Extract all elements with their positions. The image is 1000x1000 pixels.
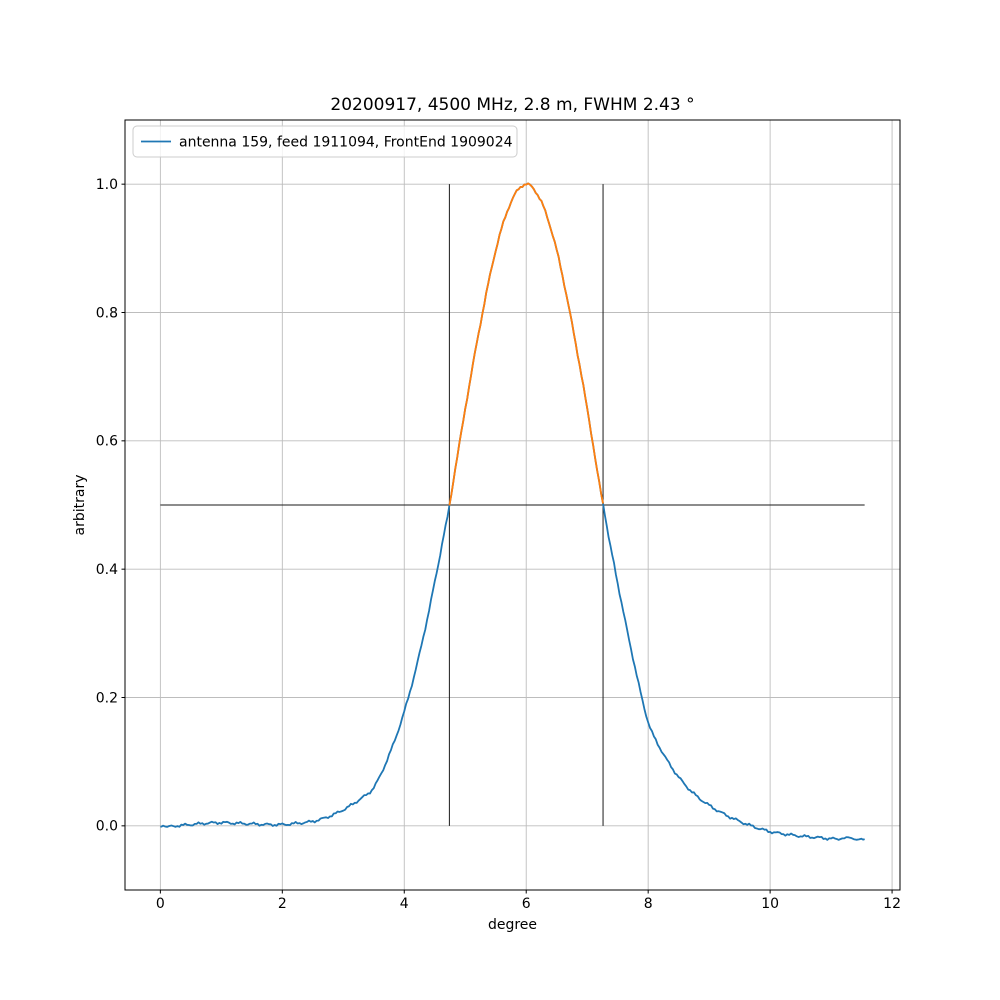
x-tick-label: 0	[156, 896, 165, 912]
y-tick-label: 0.0	[96, 819, 118, 835]
legend: antenna 159, feed 1911094, FrontEnd 1909…	[132, 125, 518, 158]
x-tick-label: 6	[522, 896, 531, 912]
y-tick-label: 0.6	[96, 434, 118, 450]
axis-ticks: 0 2 4 6 8 10 12 0.0 0.2 0.4 0.6 0.8 1.0	[96, 177, 901, 912]
x-tick-label: 12	[883, 896, 901, 912]
y-tick-label: 0.8	[96, 305, 118, 321]
legend-label: antenna 159, feed 1911094, FrontEnd 1909…	[179, 135, 513, 151]
x-tick-label: 2	[278, 896, 287, 912]
chart-title: 20200917, 4500 MHz, 2.8 m, FWHM 2.43 °	[330, 95, 694, 115]
beam-curve-fwhm-highlight	[448, 182, 604, 506]
x-tick-label: 8	[644, 896, 653, 912]
x-axis-label: degree	[488, 917, 537, 933]
plot-area-border	[124, 119, 901, 891]
legend-box	[132, 125, 518, 158]
y-tick-label: 1.0	[96, 177, 118, 193]
x-tick-label: 4	[400, 896, 409, 912]
y-tick-label: 0.4	[96, 562, 118, 578]
data-series	[160, 182, 865, 841]
x-tick-label: 10	[761, 896, 779, 912]
y-tick-label: 0.2	[96, 690, 118, 706]
y-axis-label: arbitrary	[72, 475, 88, 536]
